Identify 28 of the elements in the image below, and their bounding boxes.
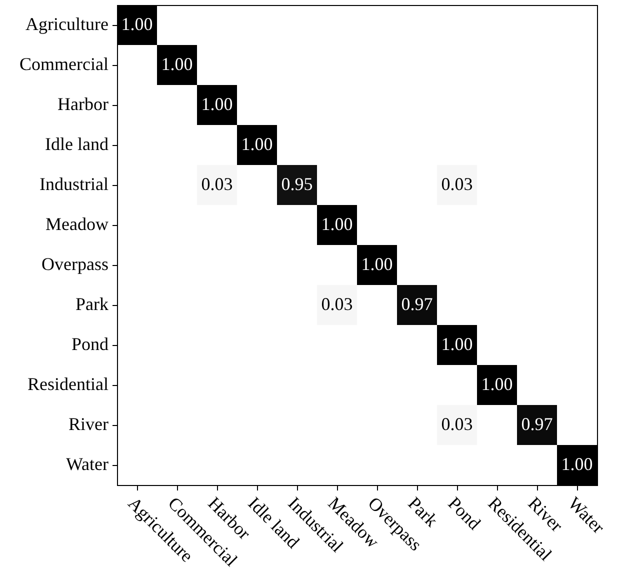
data-label: 1.00 bbox=[161, 54, 193, 74]
data-label: 1.00 bbox=[121, 14, 153, 34]
y-tick-label: Water bbox=[66, 454, 108, 474]
data-label: 1.00 bbox=[361, 254, 393, 274]
data-label: 1.00 bbox=[201, 94, 233, 114]
y-tick-label: Park bbox=[76, 294, 108, 314]
y-tick-label: Commercial bbox=[20, 54, 108, 74]
data-label: 0.97 bbox=[521, 414, 553, 434]
data-label: 1.00 bbox=[561, 454, 593, 474]
y-tick-label: River bbox=[68, 414, 108, 434]
data-label: 1.00 bbox=[321, 214, 353, 234]
y-tick-label: Residential bbox=[28, 374, 108, 394]
y-tick-label: Overpass bbox=[42, 254, 108, 274]
y-tick-label: Idle land bbox=[45, 134, 108, 154]
y-tick-label: Industrial bbox=[40, 174, 108, 194]
data-label: 0.03 bbox=[321, 294, 353, 314]
data-label: 0.03 bbox=[201, 174, 233, 194]
data-label: 0.97 bbox=[401, 294, 433, 314]
data-label: 0.03 bbox=[441, 414, 473, 434]
data-label: 0.03 bbox=[441, 174, 473, 194]
data-label: 1.00 bbox=[241, 134, 273, 154]
data-label: 1.00 bbox=[441, 334, 473, 354]
data-label: 0.95 bbox=[281, 174, 313, 194]
y-tick-label: Harbor bbox=[58, 94, 108, 114]
y-tick-label: Meadow bbox=[46, 214, 108, 234]
data-label: 1.00 bbox=[481, 374, 513, 394]
y-tick-label: Pond bbox=[71, 334, 108, 354]
y-tick-label: Agriculture bbox=[26, 14, 109, 34]
